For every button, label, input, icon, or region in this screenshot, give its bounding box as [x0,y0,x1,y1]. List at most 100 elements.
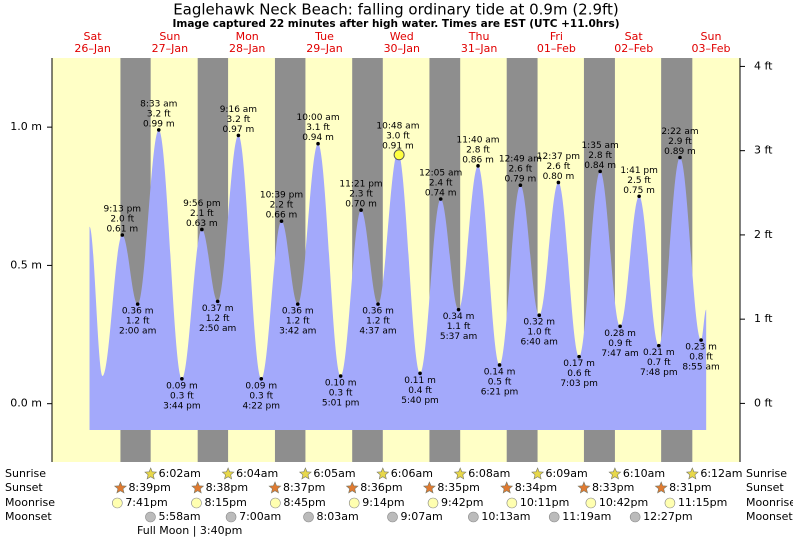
day-date: 31–Jan [461,42,497,55]
moon-icon [664,497,676,509]
extreme-dot [259,377,264,381]
event-time: 9:42pm [441,496,483,509]
sun-icon [577,481,591,494]
extreme-label: 0.63 m [186,219,218,229]
day-name: Sun [701,30,722,43]
event-time: 7:00am [239,510,281,523]
moon-icon [303,511,314,523]
extreme-label: 0.11 m [404,376,436,386]
extreme-dot [556,180,561,185]
sun-icon [268,481,282,494]
extreme-label: 0.6 ft [567,369,591,379]
extreme-label: 2.4 ft [429,179,453,189]
row-name: Sunset [5,481,43,494]
y-tick-label: 1.0 m [10,120,42,133]
event-time: 8:37pm [283,481,325,494]
extreme-label: 0.14 m [484,367,516,377]
extreme-label: 1.1 ft [447,322,471,332]
extreme-dot [359,208,363,212]
event-time: 9:14pm [362,496,404,509]
event-time: 11:15pm [678,496,727,509]
extreme-label: 3.2 ft [227,115,251,125]
extreme-label: 1:35 am [581,141,618,151]
extreme-dot [120,233,125,237]
extreme-label: 1.2 ft [126,317,150,327]
sun-icon [191,481,205,494]
extreme-label: 0.3 ft [249,391,273,401]
extreme-label: 0.7 ft [647,358,671,368]
extreme-label: 2.8 ft [588,151,612,161]
extreme-label: 0.3 ft [170,391,194,401]
extreme-label: 0.70 m [345,200,377,210]
row-name: Sunrise [5,467,46,480]
sun-icon [608,467,622,480]
extreme-label: 7:03 pm [560,379,598,389]
extreme-label: 2.6 ft [547,162,571,172]
extreme-label: 1.2 ft [366,317,390,327]
day-name: Sat [84,30,103,43]
extreme-label: 2.6 ft [509,165,533,175]
extreme-label: 2.9 ft [668,137,692,147]
row-name: Moonrise [5,496,55,509]
extreme-label: 0.09 m [245,381,277,391]
extreme-dot [456,307,461,312]
extreme-dot [295,302,300,306]
moon-icon [387,511,398,523]
event-time: 8:33pm [592,481,634,494]
extreme-label: 11:40 am [456,135,499,145]
moon-icon [506,497,518,509]
extreme-label: 0.09 m [166,381,198,391]
event-time: 6:10am [623,467,665,480]
sun-icon [345,481,359,494]
sun-icon [113,481,127,494]
extreme-label: 0.37 m [202,304,234,314]
y2-tick-label: 2 ft [754,228,773,241]
extreme-label: 1.2 ft [286,317,310,327]
moon-icon [348,497,360,509]
chart-title: Eaglehawk Neck Beach: falling ordinary t… [173,1,619,19]
extreme-label: 6:21 pm [481,387,519,397]
extreme-dot [236,133,241,138]
row-name: Moonrise [746,496,793,509]
extreme-label: 3:42 am [279,327,316,337]
extreme-label: 3.1 ft [306,123,330,133]
event-time: 5:58am [158,510,200,523]
extreme-label: 0.4 ft [408,386,432,396]
sun-icon [500,481,514,494]
event-time: 10:13am [481,510,530,523]
extreme-label: 2.0 ft [110,214,134,224]
extreme-label: 0.3 ft [329,389,353,399]
extreme-dot [637,194,641,199]
extreme-label: 0.34 m [443,312,475,322]
extreme-dot [537,313,542,317]
extreme-label: 5:01 pm [322,399,360,409]
event-time: 8:36pm [360,481,402,494]
extreme-dot [678,155,682,160]
now-marker [393,149,405,161]
extreme-label: 2.8 ft [466,145,490,155]
day-date: 28–Jan [229,42,265,55]
extreme-label: 10:00 am [297,113,340,123]
day-name: Tue [314,30,334,43]
extreme-label: 1.0 ft [527,328,551,338]
sun-icon [654,481,668,494]
moon-icon [191,497,202,509]
tide-area [89,129,707,430]
day-name: Sun [159,30,180,43]
extreme-label: 0.32 m [523,318,555,328]
row-name: Sunset [746,481,784,494]
extreme-label: 7:48 pm [640,368,678,378]
extreme-label: 0.8 ft [689,353,713,363]
extreme-label: 3:44 pm [163,401,201,411]
extreme-dot [316,141,320,146]
event-time: 6:02am [159,467,201,480]
day-date: 02–Feb [614,42,653,55]
extreme-dot [200,227,204,232]
extreme-label: 4:22 pm [242,401,280,411]
extreme-label: 0.91 m [382,142,414,152]
day-date: 29–Jan [306,42,342,55]
y2-tick-label: 4 ft [754,59,773,72]
event-time: 6:12am [700,467,742,480]
day-name: Fri [550,30,563,43]
